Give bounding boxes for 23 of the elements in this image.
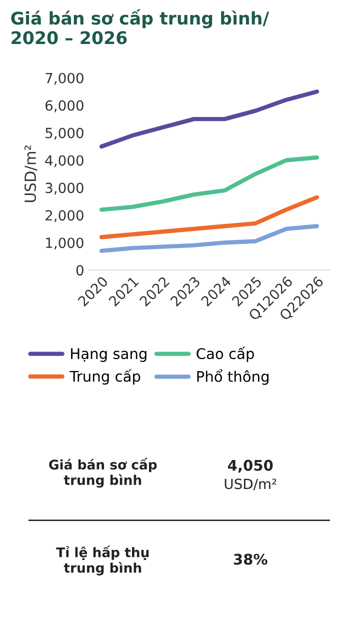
legend-label: Phổ thông xyxy=(197,369,268,385)
text: USD/m² xyxy=(224,478,276,490)
text: Tỉ lệ hấp thụ trung bình xyxy=(56,546,149,576)
legend-label: Cao cấp xyxy=(196,346,254,362)
text: 38% xyxy=(234,554,268,565)
y-tick-label: 3,000 xyxy=(46,182,84,195)
y-tick-label: 0 xyxy=(76,265,84,276)
y-tick-label: 4,000 xyxy=(45,155,84,168)
text: 4,050 xyxy=(228,460,273,473)
chart-title: Giá bán sơ cấp trung bình/ 2020 – 2026 xyxy=(11,9,270,44)
text: Giá bán sơ cấp trung bình xyxy=(49,458,157,488)
line-series xyxy=(99,224,320,253)
line-series xyxy=(99,195,320,240)
line-series xyxy=(99,90,320,149)
y-axis-title: USD/m² xyxy=(24,146,38,202)
y-tick-label: 6,000 xyxy=(46,100,84,112)
y-tick-label: 7,000 xyxy=(46,72,84,85)
y-tick-label: 1,000 xyxy=(46,238,84,250)
line-series xyxy=(99,155,320,212)
y-tick-label: 2,000 xyxy=(46,210,84,222)
legend-label: Trung cấp xyxy=(70,369,140,385)
legend-label: Hạng sang xyxy=(71,348,146,362)
y-tick-label: 5,000 xyxy=(46,128,84,140)
